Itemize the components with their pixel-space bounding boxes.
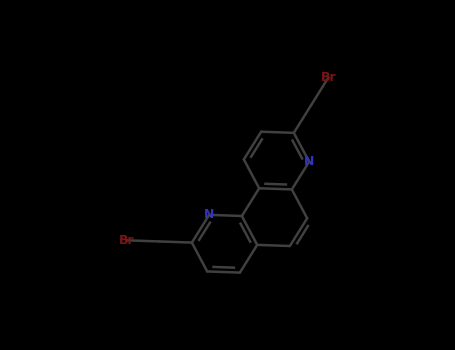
Text: Br: Br	[119, 234, 134, 247]
Text: N: N	[204, 208, 214, 221]
Text: Br: Br	[321, 71, 336, 84]
Text: N: N	[304, 155, 314, 168]
